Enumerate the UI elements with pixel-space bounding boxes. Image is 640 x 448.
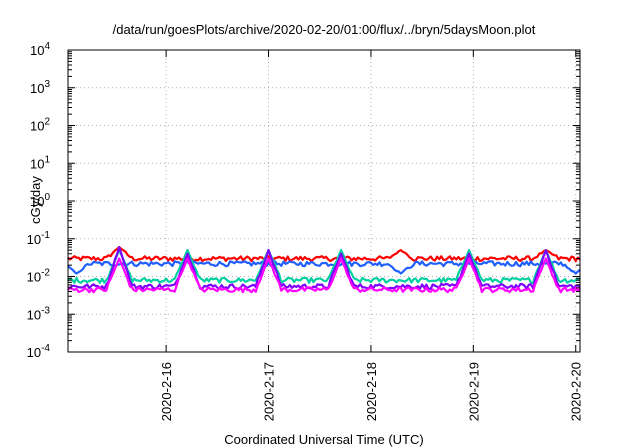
y-tick-label: 10-3 (27, 305, 51, 322)
chart-title: /data/run/goesPlots/archive/2020-02-20/0… (113, 22, 536, 37)
series-layer (67, 246, 581, 294)
y-axis-label: cGy/day (28, 176, 43, 224)
x-tick-label: 2020-2-17 (262, 362, 277, 421)
y-tick-label: 10-4 (27, 343, 51, 360)
x-tick-label: 2020-2-19 (466, 362, 481, 421)
series-line-4 (67, 246, 581, 290)
y-tick-labels: 10-4 10-3 10-2 10-1 100 101 102 103 104 (27, 41, 51, 360)
series-line-5 (67, 257, 581, 294)
x-tick-label: 2020-2-16 (159, 362, 174, 421)
series-line-2 (67, 260, 581, 275)
y-tick-label: 104 (30, 41, 50, 58)
ticks (68, 49, 580, 353)
series-line-1 (67, 246, 581, 263)
y-tick-label: 100 (30, 192, 50, 209)
y-tick-label: 102 (30, 117, 50, 134)
y-tick-label: 103 (30, 79, 50, 96)
grid (68, 50, 580, 352)
x-tick-label: 2020-2-20 (569, 362, 584, 421)
series-line-3 (67, 249, 581, 284)
y-tick-label: 101 (30, 154, 50, 171)
x-tick-labels: 2020-2-16 2020-2-17 2020-2-18 2020-2-19 2020… (159, 362, 584, 421)
x-tick-label: 2020-2-18 (364, 362, 379, 421)
y-tick-label: 10-2 (27, 268, 51, 285)
y-tick-label: 10-1 (27, 230, 51, 247)
x-axis-label: Coordinated Universal Time (UTC) (224, 432, 423, 447)
